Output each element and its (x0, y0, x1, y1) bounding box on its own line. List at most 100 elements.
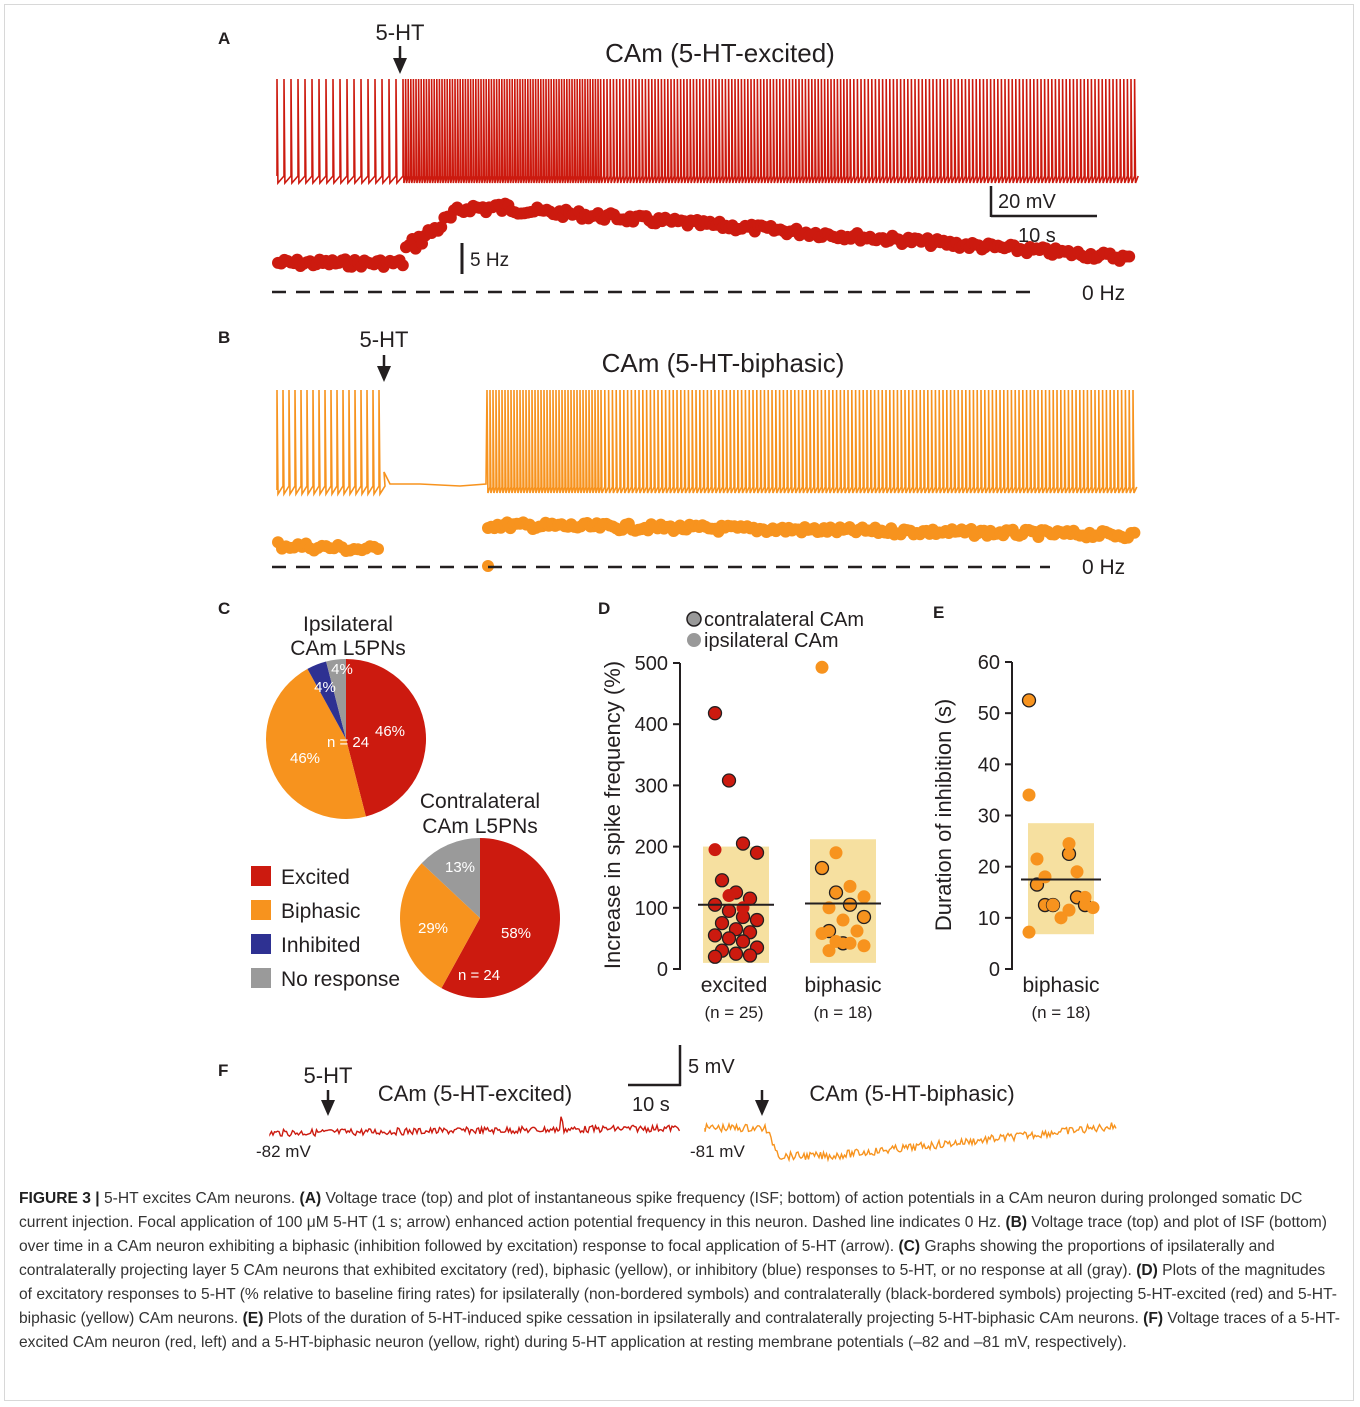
y-axis-label-d: Increase in spike frequency (%) (600, 661, 625, 969)
isf-point-a (396, 259, 409, 272)
data-point-e (1070, 865, 1084, 879)
drug-label-b: 5-HT (360, 327, 409, 352)
isf-plot-a (272, 197, 1136, 273)
isf-point-a (435, 221, 448, 234)
pie-chart-contralateral: 58% 29% 13% (400, 838, 561, 999)
panel-b: B 5-HT CAm (5-HT-biphasic) 0 Hz (218, 327, 1141, 579)
data-point-d (728, 946, 744, 961)
y-tick-label-e: 40 (978, 754, 1000, 776)
data-point-d (736, 901, 750, 915)
panel-letter-d: D (598, 599, 610, 618)
group-label-biphasic-e: biphasic (1022, 974, 1099, 997)
contra-title-1: Contralateral (420, 790, 540, 813)
y-tick-label-d: 500 (635, 653, 668, 675)
scale-hz-a: 5 Hz (470, 250, 509, 271)
data-point-d (714, 915, 730, 931)
pie-slice-biphasic (266, 668, 366, 820)
pie-label: 46% (290, 750, 320, 767)
isf-plot-b (272, 516, 1141, 572)
legend-excited: Excited (281, 866, 350, 889)
data-point-d (707, 928, 723, 943)
pie-slice-no-response (421, 838, 480, 918)
zero-label-b: 0 Hz (1082, 556, 1125, 579)
caption-ref-b: (B) (1005, 1214, 1028, 1231)
data-point-d (714, 873, 730, 888)
data-point-d (722, 889, 736, 903)
data-point-d (708, 843, 722, 857)
group-n-biphasic-e: (n = 18) (1031, 1003, 1090, 1022)
voltage-trace-f-excited (269, 1116, 681, 1138)
y-tick-label-d: 200 (635, 837, 668, 859)
legend-contralateral: contralateral CAm (704, 609, 864, 631)
legend-swatch-biphasic (251, 900, 271, 920)
data-point-e (1062, 837, 1076, 851)
pie-n-ipsi: n = 24 (327, 734, 369, 751)
data-point-d (815, 660, 829, 674)
data-point-d (707, 949, 723, 964)
pie-slice-inhibited (307, 661, 346, 739)
data-point-e (1062, 903, 1076, 917)
data-point-d (843, 936, 857, 950)
data-point-d (721, 931, 737, 946)
legend-inhibited: Inhibited (281, 934, 360, 957)
y-tick-label-d: 400 (635, 714, 668, 736)
isf-point-b (372, 543, 384, 555)
data-point-d (822, 901, 836, 915)
voltage-trace-a (276, 78, 1139, 186)
drug-label-a: 5-HT (376, 20, 425, 45)
data-point-d (749, 845, 765, 860)
data-point-d (857, 890, 871, 904)
data-point-d (721, 773, 737, 788)
data-point-d (749, 912, 765, 928)
pie-slice-no-response (326, 659, 346, 739)
legend-ipsilateral: ipsilateral CAm (704, 630, 838, 652)
ipsi-title-1: Ipsilateral (303, 613, 393, 636)
data-point-d (843, 879, 857, 893)
ipsi-title-2: CAm L5PNs (290, 637, 406, 660)
pie-label: 58% (501, 925, 531, 942)
scale-bar-a (989, 186, 1097, 218)
legend-no-response: No response (281, 968, 400, 991)
data-point-e (1086, 901, 1100, 915)
group-n-excited: (n = 25) (704, 1003, 763, 1022)
y-tick-label-d: 100 (635, 898, 668, 920)
legend-swatch-inhibited (251, 934, 271, 954)
contra-title-2: CAm L5PNs (422, 815, 538, 838)
panel-f: F 5-HT CAm (5-HT-excited) CAm (5-HT-biph… (218, 1045, 1117, 1163)
data-point-e (1021, 693, 1037, 708)
isf-point-b (1128, 526, 1141, 539)
data-point-d (856, 909, 872, 925)
panel-f-title-excited: CAm (5-HT-excited) (378, 1081, 572, 1106)
vm-label-biphasic: -81 mV (690, 1142, 745, 1161)
y-tick-label-e: 0 (989, 959, 1000, 981)
pie-n-contra: n = 24 (458, 967, 500, 984)
voltage-trace-b (276, 389, 1138, 497)
panel-c: C Ipsilateral CAm L5PNs 46% 46% 4%4% n = 2… (218, 599, 561, 999)
data-point-e (1078, 890, 1092, 904)
data-point-d (735, 934, 751, 949)
pie-legend: Excited Biphasic Inhibited No response (251, 866, 400, 991)
isf-point-a (1123, 250, 1136, 263)
data-point-e (1022, 925, 1036, 939)
caption-text-a: Voltage trace (top) and plot of instanta… (19, 1190, 1303, 1231)
voltage-trace-f-biphasic (704, 1121, 1117, 1163)
data-point-e (1038, 870, 1052, 884)
arrow-down-icon (755, 1090, 769, 1116)
data-point-d (836, 913, 850, 927)
y-tick-label-e: 10 (978, 908, 1000, 930)
data-point-d (829, 846, 843, 860)
figure-caption: FIGURE 3 | 5-HT excites CAm neurons. (A)… (19, 1187, 1341, 1355)
pie-label: 46% (375, 723, 405, 740)
zero-label-a: 0 Hz (1082, 282, 1125, 305)
pie-label: 29% (418, 920, 448, 937)
pie-slice-excited (441, 838, 561, 999)
pie-slice-excited (346, 659, 427, 817)
data-point-d (707, 706, 723, 721)
data-point-d (822, 944, 836, 958)
figure-frame (4, 4, 1354, 1401)
caption-text-e: Plots of the duration of 5-HT-induced sp… (263, 1310, 1144, 1327)
y-tick-label-e: 20 (978, 857, 1000, 879)
data-point-d (829, 934, 843, 948)
legend-biphasic: Biphasic (281, 900, 360, 923)
spike-train-b (276, 389, 1138, 497)
